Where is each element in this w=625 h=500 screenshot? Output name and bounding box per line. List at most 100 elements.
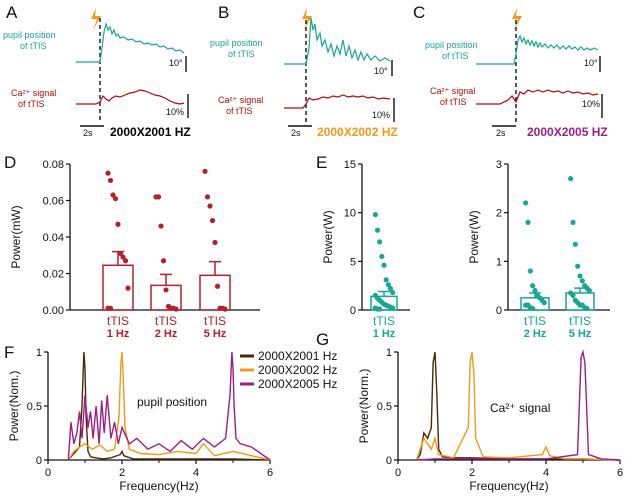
E2-data-point (584, 305, 590, 312)
G-ytick-label: 0.5 (377, 401, 392, 413)
F-series-line (67, 351, 271, 461)
panel-label-a: A (6, 3, 18, 22)
ca-trace-b (284, 94, 391, 109)
panel-label-c: C (413, 3, 425, 22)
G-ytick-label: 0 (386, 455, 392, 467)
lightning-icon-c (512, 8, 522, 30)
panel-label-b: B (218, 3, 229, 22)
E1-ytick-label: 15 (344, 159, 356, 171)
F-legend-label: 2000X2002 Hz (258, 363, 337, 377)
G-xtick-label: 2 (469, 467, 475, 479)
F-ytick-label: 1 (36, 347, 42, 359)
E1-data-point (390, 305, 396, 311)
D-category-label: tTIS (204, 314, 226, 328)
G-ytick-label: 1 (386, 347, 392, 359)
E1-ytick-label: 5 (350, 256, 356, 268)
pupil-label-b-1: pupil position (210, 38, 263, 48)
scale-deg-a: 10° (169, 58, 183, 68)
D-data-point (158, 223, 164, 229)
E2-data-point (570, 292, 576, 298)
F-xtick-label: 6 (267, 467, 273, 479)
D-data-point (202, 168, 208, 174)
ca-label-c-1: Ca²⁺ signal (430, 86, 475, 96)
D-ytick-label: 0.06 (43, 196, 64, 208)
freq-label-b: 2000X2002 HZ (317, 125, 398, 139)
pupil-trace-c (476, 34, 599, 65)
F-xtick-label: 2 (119, 467, 125, 479)
E1-data-point (385, 282, 391, 288)
scale-pct-c: 10% (582, 99, 600, 109)
E1-data-point (387, 285, 394, 292)
E2-category-sublabel: 2 Hz (524, 328, 547, 340)
D-data-point (125, 285, 131, 291)
G-series-line (416, 349, 621, 461)
D-data-point (122, 258, 129, 264)
E2-ytick-label: 3 (496, 159, 502, 171)
pupil-label-a-2: of tTIS (20, 41, 47, 51)
scale-pct-a: 10% (166, 107, 184, 117)
E2-data-point (523, 200, 529, 206)
D-data-point (160, 258, 167, 264)
D-ytick-label: 0.08 (43, 159, 64, 171)
D-ylabel: Power(mW) (9, 205, 23, 268)
E2-data-point (572, 241, 578, 247)
E2-data-point (575, 263, 581, 269)
E2-category-label: tTIS (569, 314, 591, 328)
E2-ytick-label: 2 (496, 208, 502, 220)
G-xtick-label: 6 (617, 467, 623, 479)
G-xlabel: Frequency(Hz) (469, 479, 548, 493)
E2-ytick-label: 0 (496, 305, 502, 317)
E2-data-point (586, 287, 592, 294)
E1-ytick-label: 0 (350, 305, 356, 317)
ca-label-b-1: Ca²⁺ signal (218, 95, 263, 105)
E1-category-sublabel: 1 Hz (373, 328, 396, 340)
D-category-label: tTIS (107, 314, 129, 328)
E2-data-point (532, 287, 538, 294)
E2-ylabel: Power(W) (467, 210, 481, 263)
E2-data-point (570, 219, 576, 225)
G-series-line (415, 351, 621, 461)
ca-label-b-2: of tTIS (226, 106, 253, 116)
panel-label-f: F (4, 343, 14, 362)
G-annotation: Ca²⁺ signal (490, 401, 550, 415)
D-data-point (120, 254, 126, 260)
panel-label-d: D (4, 153, 16, 172)
scale-deg-b: 10° (374, 66, 388, 76)
D-data-point (112, 196, 119, 202)
panel-c: C pupil position of tTIS Ca²⁺ signal of … (413, 3, 608, 139)
panel-label-e: E (316, 153, 327, 172)
chart-f-pupil-spectrum: 0 0.5 1 0 2 4 6 Frequency(Hz) Power(Nom.) pupil p… (7, 347, 337, 493)
D-data-point (204, 194, 211, 200)
D-data-point (207, 203, 213, 209)
pupil-label-c-2: of tTIS (442, 51, 469, 61)
D-data-point (117, 250, 124, 257)
pupil-trace-a (76, 21, 185, 63)
E1-data-point (377, 239, 383, 245)
E1-data-point (374, 227, 381, 233)
D-data-point (209, 217, 216, 224)
D-bar (199, 274, 231, 311)
E2-data-point (530, 283, 536, 289)
E1-data-point (372, 212, 378, 218)
scale-deg-c: 10° (584, 58, 598, 68)
E2-data-point (527, 268, 533, 274)
ca-label-a-2: of tTIS (18, 99, 45, 109)
E1-data-point (377, 306, 383, 312)
F-annotation: pupil position (137, 395, 207, 409)
D-category-label: tTIS (155, 314, 177, 328)
freq-label-c: 2000X2005 HZ (527, 125, 608, 139)
freq-label-a: 2000X2001 HZ (110, 125, 191, 139)
E2-data-point (568, 176, 574, 182)
time-scale-c: 2s (496, 128, 506, 138)
D-data-point (163, 287, 169, 293)
G-xtick-label: 4 (543, 467, 549, 479)
E2-data-point (577, 273, 583, 279)
E1-category-label: tTIS (373, 314, 395, 328)
D-data-point (212, 239, 218, 246)
F-legend-label: 2000X2001 Hz (258, 349, 337, 363)
D-ytick-label: 0.00 (43, 305, 64, 317)
E2-ytick-label: 1 (496, 256, 502, 268)
F-xlabel: Frequency(Hz) (119, 479, 198, 493)
lightning-icon-b (302, 8, 312, 30)
